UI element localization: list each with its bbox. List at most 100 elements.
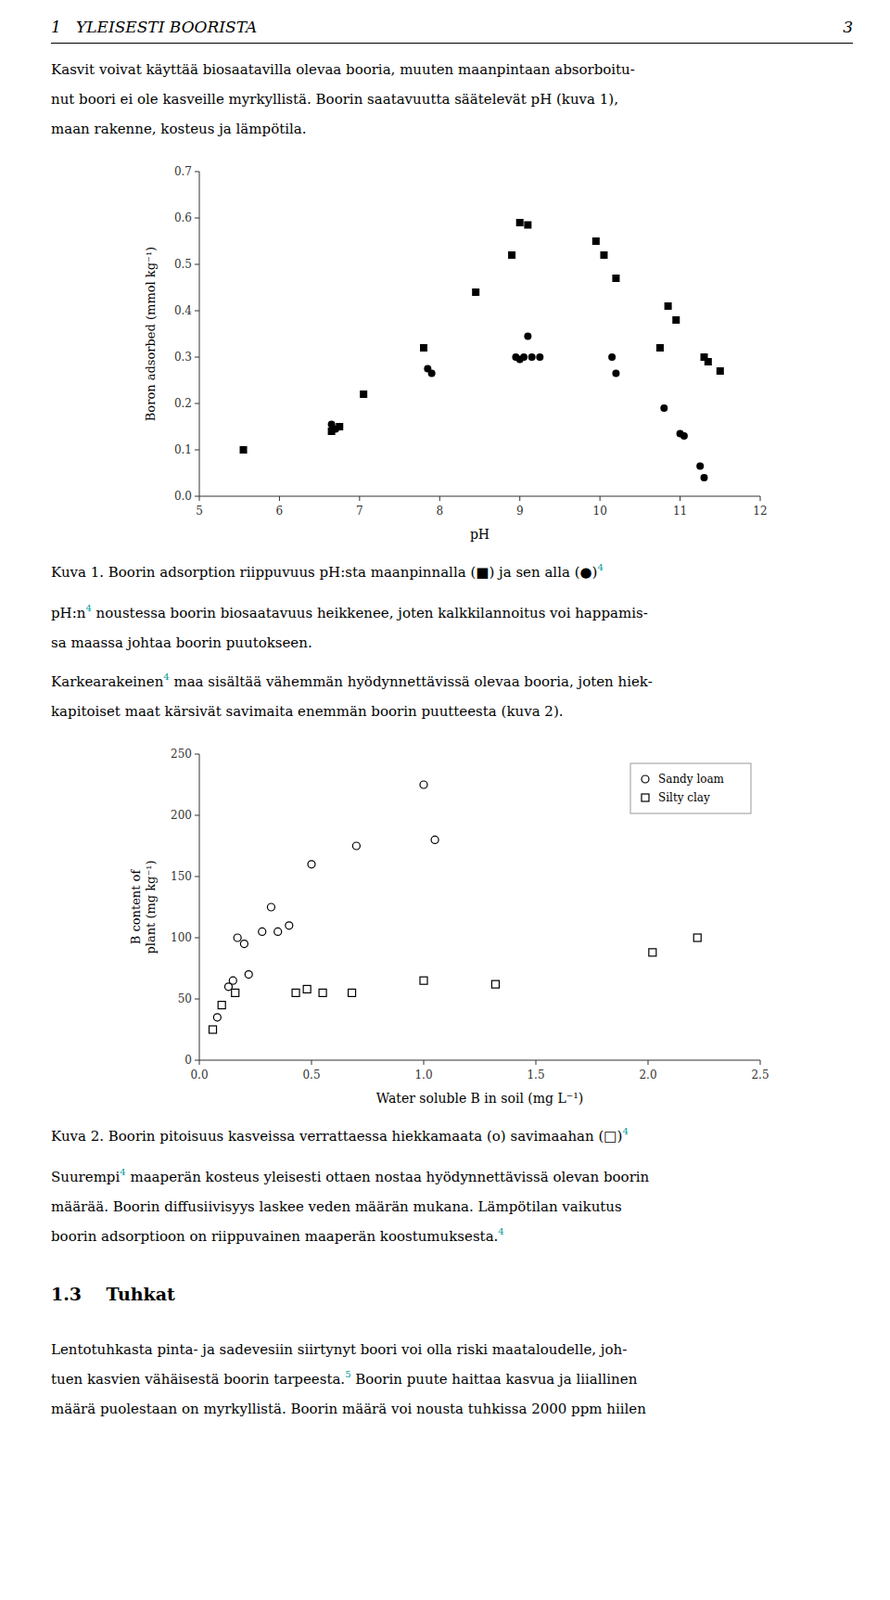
paragraph: Karkearakeinen4 maa sisältää vähemmän hy… [50, 666, 853, 726]
x-axis-label: pH [470, 526, 490, 542]
x-tick [358, 495, 360, 501]
y-tick [194, 814, 200, 816]
y-tick-label: 0.1 [174, 443, 192, 457]
x-tick [279, 495, 280, 501]
text-line: sa maassa johtaa boorin puutokseen. [50, 627, 853, 658]
footnote-ref: 5 [344, 1368, 351, 1379]
x-axis-label: Water soluble B in soil (mg L⁻¹) [376, 1090, 584, 1106]
page-number: 3 [842, 12, 853, 41]
text: Suurempi [50, 1168, 120, 1185]
x-tick-label: 1.0 [414, 1068, 433, 1081]
x-axis-line [199, 1059, 761, 1061]
y-tick-label: 0.7 [174, 165, 192, 178]
x-tick-label: 0.5 [302, 1068, 320, 1081]
point [656, 343, 664, 352]
point [716, 367, 725, 375]
text: määrää. Boorin diffusiivisyys laskee ved… [50, 1197, 623, 1215]
y-tick [194, 753, 200, 755]
point [213, 1013, 221, 1021]
text: pH:n [50, 604, 86, 622]
x-tick [311, 1059, 313, 1065]
section-heading: 1.3 Tuhkat [50, 1278, 853, 1309]
y-tick-label: 250 [170, 747, 192, 761]
point [431, 835, 439, 843]
x-tick-label: 2.0 [638, 1068, 657, 1081]
x-tick [760, 1059, 762, 1065]
y-tick-label: 50 [178, 991, 192, 1005]
point [258, 927, 267, 935]
y-tick [194, 310, 200, 312]
x-tick [423, 1059, 425, 1065]
text-line: Kasvit voivat käyttää biosaatavilla olev… [50, 54, 853, 85]
text-line: maan rakenne, kosteus ja lämpötila. [50, 114, 853, 144]
y-tick-label: 0.4 [174, 304, 192, 318]
footnote-ref: 4 [497, 1225, 504, 1236]
chart-svg: 0.00.51.01.52.02.5050100150200250Water s… [111, 742, 779, 1114]
point [209, 1025, 217, 1033]
point [611, 274, 620, 282]
text: Kuva 2. Boorin pitoisuus kasveissa verra… [50, 1127, 623, 1145]
point [696, 462, 704, 471]
point [228, 976, 237, 984]
text-line: pH:n4 noustessa boorin biosaatavuus heik… [50, 597, 853, 628]
point [318, 988, 327, 996]
legend-label: Sandy loam [658, 772, 725, 786]
footnote-ref: 4 [597, 561, 603, 573]
text-line: määrä puolestaan on myrkyllistä. Boorin … [50, 1393, 853, 1424]
y-tick [194, 495, 200, 497]
y-axis-label-line: Boron adsorbed (mmol kg⁻¹) [143, 246, 158, 421]
legend: Sandy loamSilty clay [630, 762, 751, 814]
x-tick [760, 495, 762, 501]
y-tick [194, 937, 200, 939]
paragraph: Lentotuhkasta pinta- ja sadevesiin siirt… [50, 1334, 853, 1424]
y-tick-label: 0 [184, 1053, 192, 1067]
point [520, 353, 528, 361]
header-title: 1 YLEISESTI BOORISTA [50, 12, 257, 41]
text-line: tuen kasvien vähäisestä boorin tarpeesta… [50, 1363, 853, 1394]
point [303, 984, 311, 992]
point [664, 302, 673, 310]
point [599, 251, 608, 259]
x-tick-label: 8 [435, 504, 444, 518]
point [267, 902, 275, 911]
paragraph: pH:n4 noustessa boorin biosaatavuus heik… [50, 597, 853, 658]
y-tick [194, 171, 200, 173]
text-line: Kuva 1. Boorin adsorption riippuvuus pH:… [50, 557, 853, 587]
point [608, 353, 616, 361]
text-line: Kuva 2. Boorin pitoisuus kasveissa verra… [50, 1120, 853, 1151]
x-tick-label: 9 [516, 504, 524, 518]
point [348, 988, 356, 996]
y-tick [194, 1059, 200, 1061]
text: Karkearakeinen [50, 673, 164, 690]
point [523, 332, 532, 341]
header-rule [50, 42, 853, 44]
text: Boorin puute haittaa kasvua ja liialline… [351, 1370, 638, 1387]
x-tick-label: 0.0 [190, 1068, 208, 1081]
text: Kasvit voivat käyttää biosaatavilla olev… [50, 61, 636, 78]
point [700, 473, 709, 482]
y-tick-label: 200 [170, 808, 192, 822]
marks [240, 218, 725, 482]
point [648, 948, 657, 956]
text-line: Karkearakeinen4 maa sisältää vähemmän hy… [50, 666, 853, 697]
point [516, 218, 524, 227]
point [491, 979, 499, 988]
y-tick [194, 356, 200, 358]
x-tick [679, 495, 681, 501]
point [419, 343, 428, 352]
point [592, 237, 600, 245]
x-tick-label: 1.5 [526, 1068, 545, 1081]
text: maan rakenne, kosteus ja lämpötila. [50, 120, 307, 138]
point [244, 970, 253, 979]
point [535, 353, 544, 361]
point [611, 369, 620, 378]
y-axis-label: B content ofplant (mg kg⁻¹) [128, 859, 158, 954]
y-tick-label: 150 [170, 869, 192, 883]
text: 1.3 Tuhkat [50, 1283, 176, 1304]
x-tick [599, 495, 601, 501]
text: noustessa boorin biosaatavuus heikkenee,… [91, 604, 649, 622]
text: kapitoiset maat kärsivät savimaita enemm… [50, 702, 564, 720]
page-header: 1 YLEISESTI BOORISTA 3 [50, 12, 853, 41]
y-axis-label: Boron adsorbed (mmol kg⁻¹) [143, 246, 158, 421]
point [660, 404, 668, 412]
